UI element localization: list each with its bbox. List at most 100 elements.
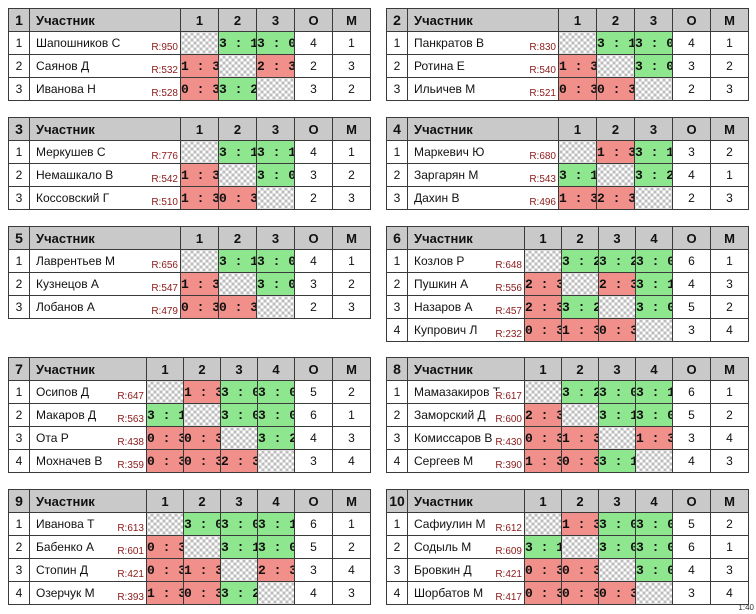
points-value: 4 [294,249,333,273]
player-name[interactable]: Саянов Д [36,59,90,73]
player-name[interactable]: Мамазакиров Т [414,385,501,399]
player-cell[interactable]: Лобанов А R:479 [29,295,181,319]
group-number: 2 [386,8,408,32]
player-cell[interactable]: Купрович Л R:232 [407,318,525,342]
player-name[interactable]: Коссовский Г [36,191,110,205]
player-name[interactable]: Шапошников С [36,36,121,50]
opponent-column-header: 4 [635,226,673,250]
place-header: М [710,489,749,513]
player-cell[interactable]: Бабенко А R:601 [29,535,147,559]
points-header: О [672,8,711,32]
player-cell[interactable]: Стопин Д R:421 [29,558,147,582]
player-cell[interactable]: Шапошников С R:950 [29,31,181,55]
player-name[interactable]: Сафиулин М [414,517,486,531]
points-value: 2 [294,186,333,210]
player-name[interactable]: Мохначев В [36,454,103,468]
player-name[interactable]: Стопин Д [36,563,88,577]
player-cell[interactable]: Осипов Д R:647 [29,380,147,404]
player-name[interactable]: Купрович Л [414,323,478,337]
player-name[interactable]: Панкратов В [414,36,485,50]
player-name[interactable]: Заргарян М [414,168,479,182]
match-result: 2 : 3 [596,186,635,210]
player-cell[interactable]: Мамазакиров Т R:617 [407,380,525,404]
player-cell[interactable]: Озерчук М R:393 [29,581,147,605]
player-cell[interactable]: Комиссаров В R:430 [407,426,525,450]
player-cell[interactable]: Пушкин А R:556 [407,272,525,296]
player-cell[interactable]: Маркевич Ю R:680 [407,140,559,164]
player-name[interactable]: Меркушев С [36,145,106,159]
self-cell [218,163,257,187]
player-cell[interactable]: Ота Р R:438 [29,426,147,450]
place-value: 4 [710,426,749,450]
group-number: 7 [8,357,30,381]
match-result: 3 : 0 [635,558,673,582]
player-name[interactable]: Макаров Д [36,408,97,422]
opponent-column-header: 1 [146,357,184,381]
player-cell[interactable]: Ротина Е R:540 [407,54,559,78]
player-name[interactable]: Немашкало В [36,168,114,182]
player-name[interactable]: Сергеев М [414,454,474,468]
player-cell[interactable]: Козлов Р R:648 [407,249,525,273]
player-name[interactable]: Пушкин А [414,277,469,291]
player-cell[interactable]: Панкратов В R:830 [407,31,559,55]
points-header: О [294,8,333,32]
player-cell[interactable]: Макаров Д R:563 [29,403,147,427]
player-name[interactable]: Шорбатов М [414,586,484,600]
player-name[interactable]: Заморский Д [414,408,486,422]
player-cell[interactable]: Заргарян М R:543 [407,163,559,187]
place-value: 3 [332,581,371,605]
player-name[interactable]: Осипов Д [36,385,90,399]
player-cell[interactable]: Дахин В R:496 [407,186,559,210]
player-cell[interactable]: Иванова Н R:528 [29,77,181,101]
opponent-column-header: 1 [524,489,562,513]
player-cell[interactable]: Содыль М R:609 [407,535,525,559]
player-name[interactable]: Иванова Т [36,517,95,531]
participant-header: Участник [29,357,147,381]
player-cell[interactable]: Мохначев В R:359 [29,449,147,473]
match-result: 3 : 1 [218,249,257,273]
player-cell[interactable]: Иванова Т R:613 [29,512,147,536]
player-name[interactable]: Ильичев М [414,82,476,96]
player-name[interactable]: Ота Р [36,431,69,445]
row-number: 2 [386,403,408,427]
place-value: 2 [332,380,371,404]
player-name[interactable]: Озерчук М [36,586,95,600]
player-name[interactable]: Иванова Н [36,82,96,96]
player-cell[interactable]: Коссовский Г R:510 [29,186,181,210]
player-cell[interactable]: Немашкало В R:542 [29,163,181,187]
player-cell[interactable]: Шорбатов М R:417 [407,581,525,605]
player-name[interactable]: Назаров А [414,300,473,314]
player-name[interactable]: Комиссаров В [414,431,493,445]
player-cell[interactable]: Сергеев М R:390 [407,449,525,473]
points-header: О [294,489,333,513]
player-cell[interactable]: Назаров А R:457 [407,295,525,319]
player-name[interactable]: Маркевич Ю [414,145,485,159]
player-cell[interactable]: Саянов Д R:532 [29,54,181,78]
player-name[interactable]: Лобанов А [36,300,95,314]
player-cell[interactable]: Кузнецов А R:547 [29,272,181,296]
player-name[interactable]: Ротина Е [414,59,465,73]
player-cell[interactable]: Бровкин Д R:421 [407,558,525,582]
player-cell[interactable]: Меркушев С R:776 [29,140,181,164]
player-name[interactable]: Бровкин Д [414,563,472,577]
place-value: 2 [710,295,749,319]
player-cell[interactable]: Лаврентьев М R:656 [29,249,181,273]
place-value: 1 [332,31,371,55]
player-cell[interactable]: Ильичев М R:521 [407,77,559,101]
player-cell[interactable]: Сафиулин М R:612 [407,512,525,536]
player-name[interactable]: Лаврентьев М [36,254,116,268]
player-name[interactable]: Дахин В [414,191,460,205]
participant-header: Участник [407,489,525,513]
player-cell[interactable]: Заморский Д R:600 [407,403,525,427]
player-name[interactable]: Козлов Р [414,254,465,268]
player-name[interactable]: Бабенко А [36,540,94,554]
match-result: 1 : 3 [558,54,597,78]
opponent-column-header: 4 [635,489,673,513]
player-name[interactable]: Содыль М [414,540,472,554]
row-number: 4 [8,449,30,473]
match-result: 1 : 3 [180,54,219,78]
player-name[interactable]: Кузнецов А [36,277,99,291]
opponent-column-header: 3 [220,489,258,513]
